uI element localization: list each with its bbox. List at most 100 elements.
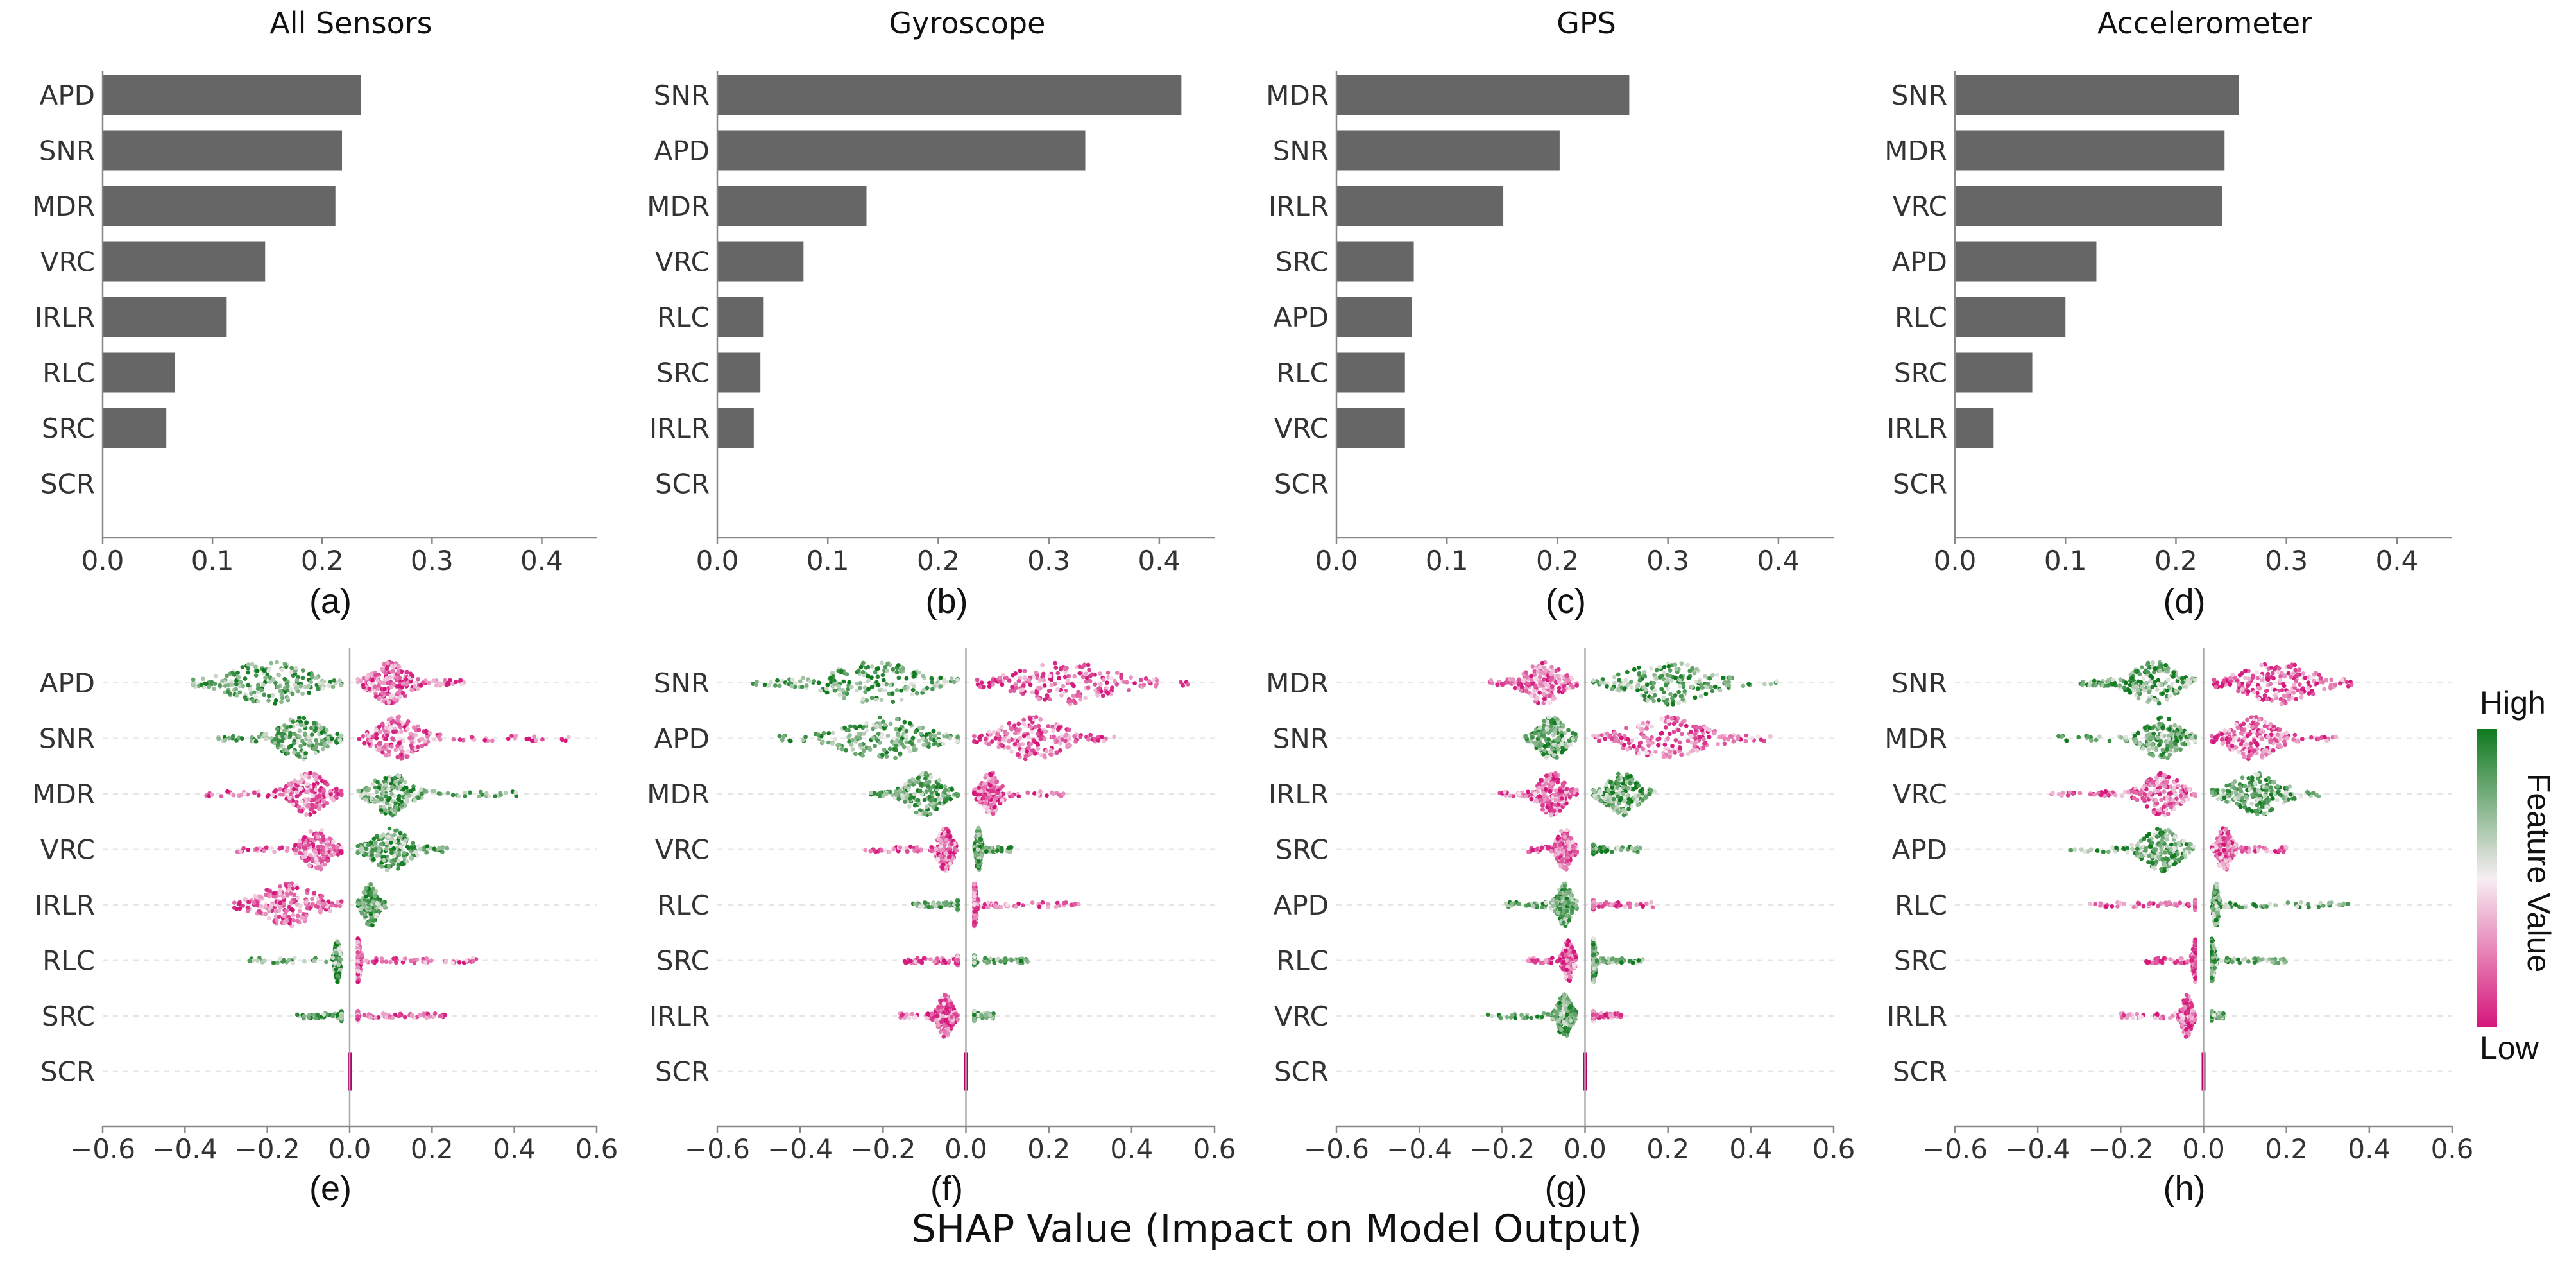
- dot: [910, 687, 916, 692]
- dot: [262, 958, 267, 963]
- dot: [1067, 737, 1072, 742]
- dot: [487, 794, 492, 798]
- dot: [992, 800, 997, 805]
- dot: [506, 736, 511, 741]
- dot: [1061, 791, 1066, 796]
- dot: [938, 675, 943, 680]
- dot: [804, 683, 809, 688]
- dot: [1057, 793, 1062, 798]
- dot: [223, 683, 228, 688]
- dot: [986, 742, 991, 747]
- dot: [995, 791, 1000, 795]
- dot: [299, 723, 303, 728]
- dot: [199, 682, 204, 687]
- dot: [450, 960, 455, 965]
- dot: [301, 912, 306, 916]
- dot: [1046, 905, 1051, 910]
- dot: [395, 718, 400, 723]
- panel-label: (e): [309, 1169, 352, 1208]
- dot: [254, 846, 259, 852]
- dot: [1006, 845, 1011, 850]
- dot: [1031, 738, 1036, 743]
- dot: [364, 886, 369, 891]
- dot: [368, 890, 373, 895]
- dot: [301, 837, 305, 842]
- dot: [977, 786, 982, 790]
- dot: [237, 683, 242, 689]
- dot: [273, 789, 278, 794]
- dot: [370, 671, 374, 676]
- dot: [982, 784, 987, 789]
- dot: [876, 731, 881, 736]
- dot: [387, 778, 392, 783]
- dot: [287, 782, 292, 787]
- dot: [332, 852, 337, 857]
- dot: [308, 829, 313, 834]
- dot: [241, 903, 245, 908]
- dot: [384, 782, 388, 787]
- beeswarm-row: [247, 936, 479, 984]
- dot: [390, 812, 395, 818]
- dot: [1000, 682, 1005, 687]
- dot: [320, 681, 324, 686]
- panel-label: (d): [2163, 582, 2206, 621]
- dot: [238, 849, 243, 854]
- dot: [1054, 750, 1059, 755]
- dot: [873, 744, 878, 748]
- dot: [422, 846, 427, 851]
- dot: [928, 798, 933, 803]
- dot: [1034, 671, 1039, 675]
- dot: [1021, 721, 1026, 726]
- dot: [391, 862, 396, 866]
- dot: [928, 775, 934, 780]
- dot: [1047, 674, 1052, 678]
- dot: [284, 848, 289, 854]
- dot: [294, 800, 299, 805]
- dot: [298, 786, 303, 791]
- dot: [292, 892, 297, 897]
- dot: [265, 794, 270, 799]
- dot: [926, 904, 931, 909]
- dot: [297, 808, 302, 813]
- dot: [253, 694, 259, 700]
- dot: [287, 744, 291, 750]
- dot: [1138, 678, 1143, 682]
- dot: [798, 679, 803, 684]
- dot: [924, 789, 929, 794]
- dot: [941, 863, 946, 867]
- dot: [877, 688, 882, 692]
- feature-label: VRC: [40, 834, 95, 866]
- dot: [266, 669, 271, 673]
- dot: [296, 753, 301, 759]
- dot: [297, 850, 302, 855]
- dot: [424, 956, 429, 961]
- dot: [294, 678, 300, 683]
- dot: [370, 899, 375, 904]
- dot: [801, 676, 806, 680]
- dot: [336, 946, 341, 951]
- dot: [972, 902, 977, 907]
- dot: [825, 682, 830, 687]
- dot: [976, 897, 980, 902]
- dot: [372, 684, 377, 689]
- dot: [317, 793, 321, 798]
- dot: [251, 699, 256, 704]
- dot: [374, 735, 379, 741]
- dot: [306, 735, 311, 739]
- dot: [278, 787, 282, 792]
- bar: [1955, 241, 2097, 282]
- dot: [461, 737, 466, 743]
- dot: [296, 780, 301, 785]
- dot: [773, 683, 778, 688]
- dot: [359, 952, 364, 958]
- dot: [1112, 734, 1117, 739]
- dot: [361, 791, 366, 796]
- dot: [869, 696, 874, 700]
- dot: [444, 683, 449, 688]
- dot: [296, 689, 300, 694]
- dot: [875, 674, 880, 680]
- feature-label: SRC: [1894, 357, 1947, 389]
- dot: [331, 798, 336, 803]
- dot: [989, 772, 993, 777]
- feature-label: APD: [654, 723, 710, 755]
